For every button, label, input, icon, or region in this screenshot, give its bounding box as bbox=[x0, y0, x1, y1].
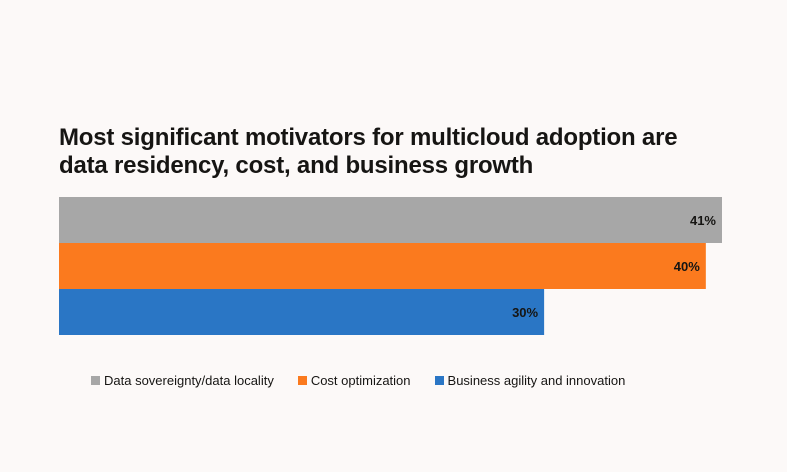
legend-label-business-agility: Business agility and innovation bbox=[447, 373, 626, 388]
legend-swatch-cost-optimization bbox=[297, 376, 307, 385]
legend-label-cost-optimization: Cost optimization bbox=[310, 373, 411, 388]
legend-swatch-data-sovereignty bbox=[91, 376, 100, 385]
legend-item-data-sovereignty: Data sovereignty/data locality bbox=[91, 373, 274, 388]
legend-item-business-agility: Business agility and innovation bbox=[434, 373, 626, 388]
bar-data-sovereignty bbox=[59, 197, 722, 243]
bar-label-business-agility: 30% bbox=[512, 305, 538, 320]
chart-legend: Data sovereignty/data locality Cost opti… bbox=[91, 373, 649, 388]
chart-title-line-1: Most significant motivators for multiclo… bbox=[59, 124, 678, 151]
legend-swatch-business-agility bbox=[434, 376, 444, 385]
bar-business-agility bbox=[59, 289, 545, 335]
legend-item-cost-optimization: Cost optimization bbox=[297, 373, 411, 388]
chart-title: Most significant motivators for multiclo… bbox=[59, 124, 739, 180]
bar-label-data-sovereignty: 41% bbox=[690, 213, 716, 228]
legend-label-data-sovereignty: Data sovereignty/data locality bbox=[104, 373, 274, 388]
bar-cost-optimization bbox=[59, 243, 706, 289]
bar-label-cost-optimization: 40% bbox=[674, 259, 700, 274]
chart-title-line-2: data residency, cost, and business growt… bbox=[59, 152, 534, 179]
